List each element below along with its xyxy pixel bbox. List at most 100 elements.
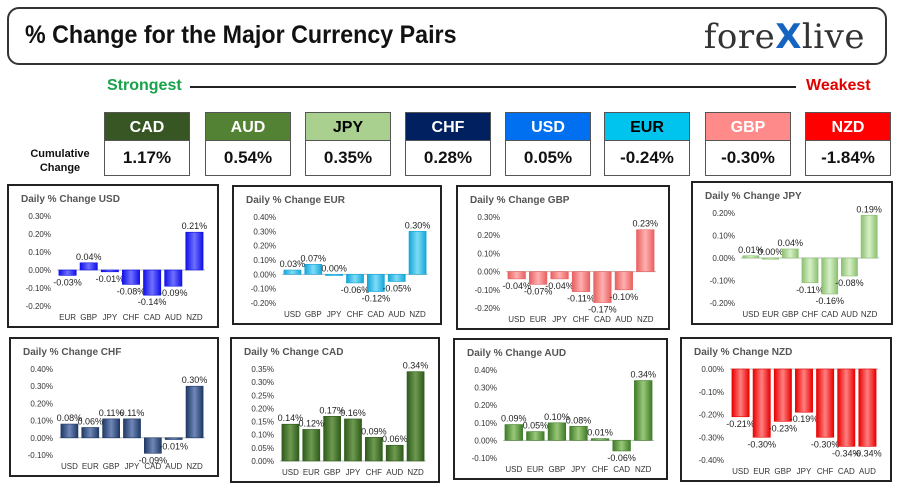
bar-chf <box>571 271 591 292</box>
y-tick-label: 0.00% <box>253 270 276 279</box>
x-tick-label: CHF <box>592 465 609 474</box>
y-tick-label: 0.00% <box>712 254 735 263</box>
chart-title: Daily % Change GBP <box>470 195 570 206</box>
x-tick-label: EUR <box>82 462 99 471</box>
bar-gbp <box>547 422 567 441</box>
data-label: -0.30% <box>747 439 776 449</box>
data-label: -0.01% <box>96 274 125 284</box>
data-label: -0.06% <box>607 453 636 463</box>
currency-code: NZD <box>805 112 891 141</box>
data-label: -0.21% <box>726 419 755 429</box>
y-tick-label: 0.10% <box>253 256 276 265</box>
cumulative-change-value: -0.24% <box>604 141 690 176</box>
ranking-line <box>190 86 796 88</box>
x-tick-label: GBP <box>774 467 791 476</box>
x-tick-label: AUD <box>386 468 403 477</box>
y-tick-label: 0.20% <box>477 231 500 240</box>
x-tick-label: AUD <box>615 315 632 324</box>
currency-card-cad: CAD 1.17% <box>104 112 190 176</box>
chart-title: Daily % Change NZD <box>694 347 792 358</box>
data-label: 0.06% <box>78 416 104 426</box>
bar-gbp <box>79 262 98 271</box>
y-tick-label: -0.20% <box>26 302 51 311</box>
data-label: -0.06% <box>341 285 370 295</box>
bar-eur <box>302 429 321 462</box>
y-tick-label: 0.00% <box>30 434 53 443</box>
x-tick-label: USD <box>282 468 299 477</box>
chart-title: Daily % Change CAD <box>244 347 343 358</box>
data-label: 0.09% <box>361 426 387 436</box>
currency-card-chf: CHF 0.28% <box>405 112 491 176</box>
chart-eur: Daily % Change EUR -0.20% -0.10% 0.00% 0.10%… <box>246 195 430 319</box>
y-tick-label: 0.00% <box>251 457 274 466</box>
bar-nzd <box>185 231 204 271</box>
x-tick-label: CAD <box>838 467 855 476</box>
x-tick-label: CAD <box>821 310 838 319</box>
y-tick-label: -0.10% <box>28 451 53 460</box>
bar-usd <box>60 423 79 439</box>
chart-title: Daily % Change EUR <box>246 195 346 206</box>
y-tick-label: -0.10% <box>251 285 276 294</box>
y-tick-label: 0.05% <box>251 444 274 453</box>
chart-panel-jpy: Daily % Change JPY -0.20% -0.10% 0.00% 0.10%… <box>691 181 893 325</box>
x-tick-label: JPY <box>797 467 812 476</box>
x-tick-label: EUR <box>753 467 770 476</box>
y-tick-label: 0.20% <box>251 404 274 413</box>
data-label: -0.12% <box>362 294 391 304</box>
y-tick-label: 0.20% <box>28 230 51 239</box>
cumulative-change-value: 0.54% <box>205 141 291 176</box>
currency-code: GBP <box>705 112 791 141</box>
title-box: % Change for the Major Currency Pairs fo… <box>7 7 887 65</box>
x-tick-label: USD <box>742 310 759 319</box>
logo-text-live: live <box>801 17 865 57</box>
currency-card-gbp: GBP -0.30% <box>705 112 791 176</box>
x-tick-label: CHF <box>573 315 590 324</box>
bar-chf <box>365 437 383 462</box>
x-tick-label: USD <box>284 310 301 319</box>
data-label: 0.03% <box>280 259 306 269</box>
chart-panel-eur: Daily % Change EUR -0.20% -0.10% 0.00% 0.10%… <box>232 185 442 325</box>
x-tick-label: CHF <box>817 467 834 476</box>
data-label: 0.12% <box>299 418 325 428</box>
x-tick-label: GBP <box>324 468 341 477</box>
x-tick-label: EUR <box>762 310 779 319</box>
bar-aud <box>164 437 183 440</box>
data-label: -0.14% <box>138 297 167 307</box>
data-label: 0.16% <box>340 408 366 418</box>
bar-usd <box>507 271 526 280</box>
data-label: 0.08% <box>566 415 592 425</box>
x-tick-label: USD <box>505 465 522 474</box>
x-tick-label: NZD <box>186 462 203 471</box>
currency-code: CHF <box>405 112 491 141</box>
data-label: -0.07% <box>524 286 553 296</box>
bar-jpy <box>795 368 813 413</box>
data-label: 0.07% <box>301 253 327 263</box>
data-label: -0.03% <box>53 277 82 287</box>
bar-jpy <box>100 269 119 273</box>
bar-aud <box>387 274 406 282</box>
x-tick-label: CAD <box>144 313 161 322</box>
bar-jpy <box>569 426 588 441</box>
x-tick-label: JPY <box>552 315 567 324</box>
y-tick-label: -0.10% <box>472 454 497 463</box>
bar-nzd <box>860 214 878 259</box>
y-tick-label: 0.10% <box>474 419 497 428</box>
logo-x-mark: X <box>775 17 802 57</box>
x-tick-label: CHF <box>802 310 819 319</box>
bar-aud <box>858 368 877 447</box>
data-label: -0.34% <box>853 448 882 458</box>
y-tick-label: -0.20% <box>699 411 724 420</box>
x-tick-label: GBP <box>548 465 565 474</box>
bar-eur <box>81 427 100 439</box>
chart-panel-aud: Daily % Change AUD -0.10% 0.00% 0.10% 0.20% 0… <box>453 338 668 480</box>
y-tick-label: 0.00% <box>28 266 51 275</box>
chart-nzd: Daily % Change NZD -0.40% -0.30% -0.20% -0.1… <box>694 347 882 476</box>
data-label: 0.05% <box>523 421 549 431</box>
data-label: -0.16% <box>815 296 844 306</box>
bar-usd <box>283 269 302 275</box>
data-label: -0.11% <box>567 294 595 304</box>
data-label: 0.01% <box>738 245 764 255</box>
bar-aud <box>614 271 633 291</box>
data-label: 0.34% <box>630 370 656 380</box>
weakest-label: Weakest <box>806 77 871 94</box>
